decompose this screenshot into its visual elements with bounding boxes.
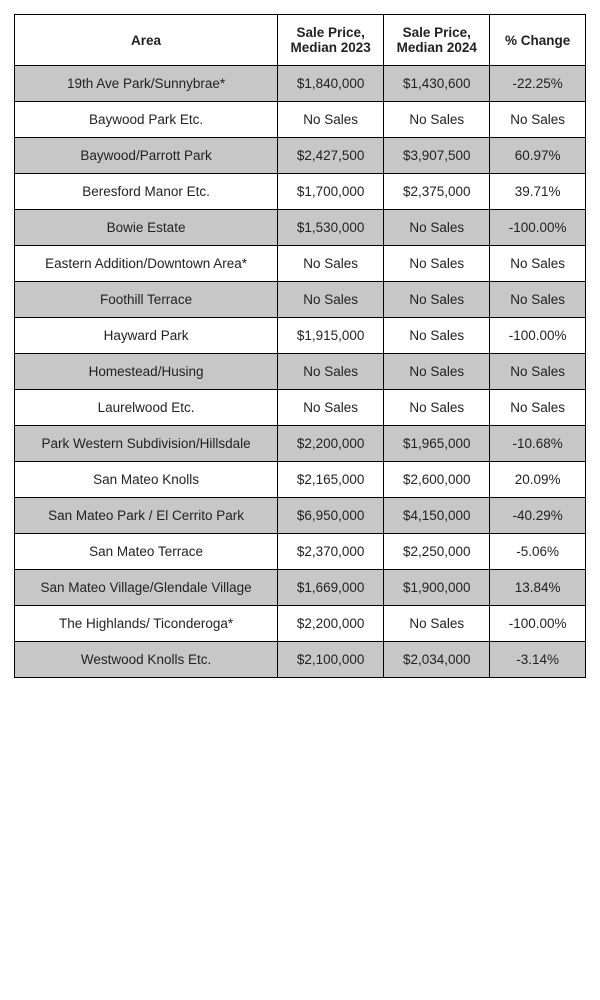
cell-2023: $2,200,000 bbox=[278, 426, 384, 462]
cell-2023: No Sales bbox=[278, 354, 384, 390]
cell-area: Westwood Knolls Etc. bbox=[15, 642, 278, 678]
cell-change: 39.71% bbox=[490, 174, 586, 210]
table-header: Area Sale Price, Median 2023 Sale Price,… bbox=[15, 15, 586, 66]
table-row: Bowie Estate$1,530,000No Sales-100.00% bbox=[15, 210, 586, 246]
cell-2023: $1,669,000 bbox=[278, 570, 384, 606]
cell-2024: $2,250,000 bbox=[384, 534, 490, 570]
cell-area: Baywood/Parrott Park bbox=[15, 138, 278, 174]
cell-change: No Sales bbox=[490, 282, 586, 318]
cell-2024: $2,375,000 bbox=[384, 174, 490, 210]
table-row: San Mateo Knolls$2,165,000$2,600,00020.0… bbox=[15, 462, 586, 498]
cell-2024: $4,150,000 bbox=[384, 498, 490, 534]
table-row: Homestead/HusingNo SalesNo SalesNo Sales bbox=[15, 354, 586, 390]
sales-table: Area Sale Price, Median 2023 Sale Price,… bbox=[14, 14, 586, 678]
cell-area: San Mateo Knolls bbox=[15, 462, 278, 498]
cell-area: Park Western Subdivision/Hillsdale bbox=[15, 426, 278, 462]
cell-2024: $1,430,600 bbox=[384, 66, 490, 102]
cell-2024: $1,900,000 bbox=[384, 570, 490, 606]
cell-area: Beresford Manor Etc. bbox=[15, 174, 278, 210]
cell-change: -100.00% bbox=[490, 318, 586, 354]
cell-2023: No Sales bbox=[278, 282, 384, 318]
table-row: San Mateo Village/Glendale Village$1,669… bbox=[15, 570, 586, 606]
cell-area: Baywood Park Etc. bbox=[15, 102, 278, 138]
cell-2023: $1,530,000 bbox=[278, 210, 384, 246]
cell-area: 19th Ave Park/Sunnybrae* bbox=[15, 66, 278, 102]
table-row: San Mateo Terrace$2,370,000$2,250,000-5.… bbox=[15, 534, 586, 570]
cell-2024: No Sales bbox=[384, 282, 490, 318]
cell-area: The Highlands/ Ticonderoga* bbox=[15, 606, 278, 642]
cell-change: No Sales bbox=[490, 102, 586, 138]
cell-change: No Sales bbox=[490, 390, 586, 426]
col-change: % Change bbox=[490, 15, 586, 66]
table-row: The Highlands/ Ticonderoga*$2,200,000No … bbox=[15, 606, 586, 642]
cell-change: -22.25% bbox=[490, 66, 586, 102]
cell-change: -3.14% bbox=[490, 642, 586, 678]
cell-change: -40.29% bbox=[490, 498, 586, 534]
header-row: Area Sale Price, Median 2023 Sale Price,… bbox=[15, 15, 586, 66]
table-row: Baywood Park Etc.No SalesNo SalesNo Sale… bbox=[15, 102, 586, 138]
cell-change: 60.97% bbox=[490, 138, 586, 174]
cell-2024: $2,600,000 bbox=[384, 462, 490, 498]
cell-change: -100.00% bbox=[490, 606, 586, 642]
cell-2024: $3,907,500 bbox=[384, 138, 490, 174]
cell-area: Bowie Estate bbox=[15, 210, 278, 246]
cell-2023: No Sales bbox=[278, 390, 384, 426]
cell-2024: $2,034,000 bbox=[384, 642, 490, 678]
cell-2023: $6,950,000 bbox=[278, 498, 384, 534]
cell-change: No Sales bbox=[490, 246, 586, 282]
cell-2024: No Sales bbox=[384, 246, 490, 282]
cell-2024: No Sales bbox=[384, 354, 490, 390]
table-row: Westwood Knolls Etc.$2,100,000$2,034,000… bbox=[15, 642, 586, 678]
cell-2023: $2,200,000 bbox=[278, 606, 384, 642]
cell-change: No Sales bbox=[490, 354, 586, 390]
cell-2024: No Sales bbox=[384, 606, 490, 642]
cell-area: San Mateo Park / El Cerrito Park bbox=[15, 498, 278, 534]
cell-2023: $2,165,000 bbox=[278, 462, 384, 498]
table-row: Park Western Subdivision/Hillsdale$2,200… bbox=[15, 426, 586, 462]
col-area: Area bbox=[15, 15, 278, 66]
table-row: Foothill TerraceNo SalesNo SalesNo Sales bbox=[15, 282, 586, 318]
table-row: Hayward Park$1,915,000No Sales-100.00% bbox=[15, 318, 586, 354]
cell-change: -100.00% bbox=[490, 210, 586, 246]
cell-area: Eastern Addition/Downtown Area* bbox=[15, 246, 278, 282]
cell-change: -10.68% bbox=[490, 426, 586, 462]
cell-2024: No Sales bbox=[384, 390, 490, 426]
cell-2023: $2,100,000 bbox=[278, 642, 384, 678]
table-row: San Mateo Park / El Cerrito Park$6,950,0… bbox=[15, 498, 586, 534]
table-body: 19th Ave Park/Sunnybrae*$1,840,000$1,430… bbox=[15, 66, 586, 678]
cell-2023: No Sales bbox=[278, 102, 384, 138]
table-row: Beresford Manor Etc.$1,700,000$2,375,000… bbox=[15, 174, 586, 210]
cell-area: San Mateo Terrace bbox=[15, 534, 278, 570]
cell-change: -5.06% bbox=[490, 534, 586, 570]
table-row: Eastern Addition/Downtown Area*No SalesN… bbox=[15, 246, 586, 282]
cell-area: Hayward Park bbox=[15, 318, 278, 354]
cell-2024: $1,965,000 bbox=[384, 426, 490, 462]
cell-2023: $1,840,000 bbox=[278, 66, 384, 102]
cell-2023: No Sales bbox=[278, 246, 384, 282]
cell-2023: $1,700,000 bbox=[278, 174, 384, 210]
col-2023: Sale Price, Median 2023 bbox=[278, 15, 384, 66]
cell-change: 13.84% bbox=[490, 570, 586, 606]
cell-2023: $2,370,000 bbox=[278, 534, 384, 570]
cell-2023: $1,915,000 bbox=[278, 318, 384, 354]
cell-2023: $2,427,500 bbox=[278, 138, 384, 174]
table-row: Laurelwood Etc.No SalesNo SalesNo Sales bbox=[15, 390, 586, 426]
cell-2024: No Sales bbox=[384, 102, 490, 138]
cell-area: San Mateo Village/Glendale Village bbox=[15, 570, 278, 606]
table-row: 19th Ave Park/Sunnybrae*$1,840,000$1,430… bbox=[15, 66, 586, 102]
cell-area: Homestead/Husing bbox=[15, 354, 278, 390]
cell-area: Foothill Terrace bbox=[15, 282, 278, 318]
col-2024: Sale Price, Median 2024 bbox=[384, 15, 490, 66]
cell-2024: No Sales bbox=[384, 318, 490, 354]
table-row: Baywood/Parrott Park$2,427,500$3,907,500… bbox=[15, 138, 586, 174]
cell-area: Laurelwood Etc. bbox=[15, 390, 278, 426]
cell-change: 20.09% bbox=[490, 462, 586, 498]
cell-2024: No Sales bbox=[384, 210, 490, 246]
